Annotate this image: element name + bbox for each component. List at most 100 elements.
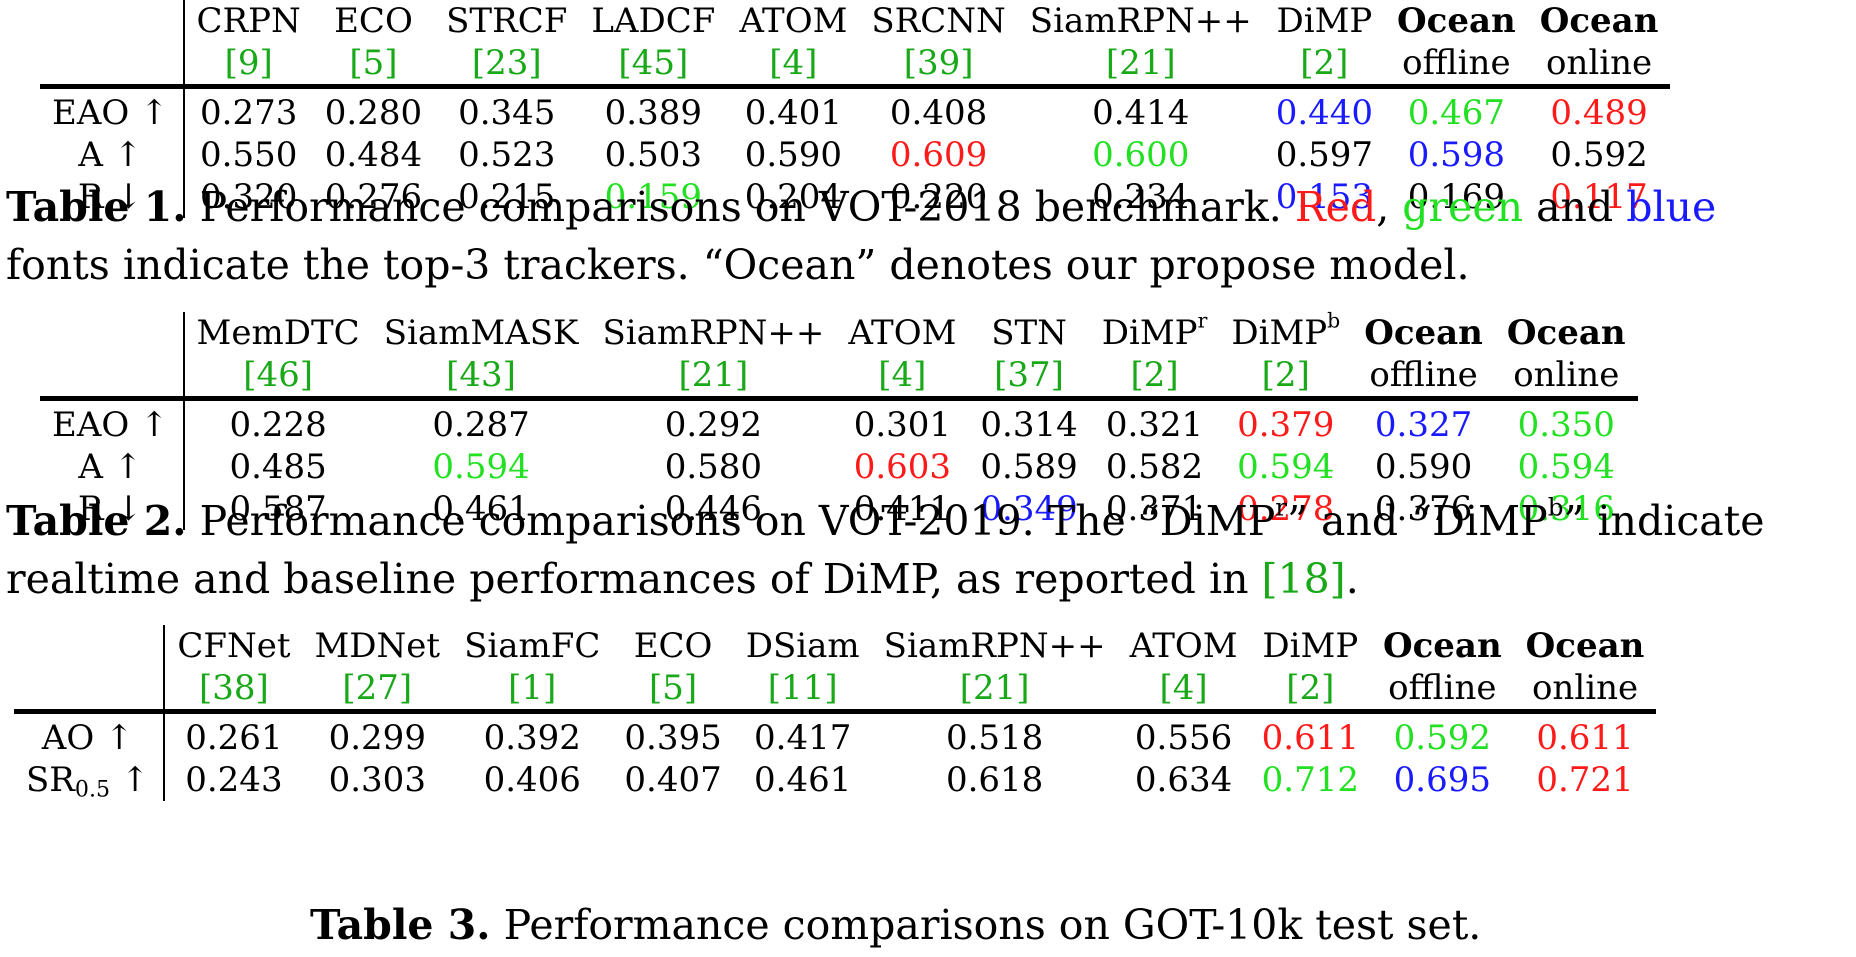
- value-cell: 0.417: [733, 709, 872, 759]
- column-citation[interactable]: [2]: [1286, 668, 1335, 708]
- value-cell: 0.292: [590, 396, 837, 446]
- row-label: SR0.5 ↑: [14, 759, 166, 801]
- corner-cell: [40, 42, 185, 87]
- column-header: ATOM: [727, 0, 859, 42]
- table-row: EAO ↑ 0.273 0.280 0.345 0.389 0.401 0.408 0.414…: [40, 84, 1671, 134]
- column-citation[interactable]: [4]: [878, 355, 927, 395]
- column-name: MDNet: [314, 626, 441, 666]
- row-label: R ↓: [40, 176, 185, 218]
- table-2: MemDTC SiamMASK SiamRPN++ ATOM STN DiMPr DiMPb…: [40, 308, 1638, 530]
- column-citation[interactable]: [39]: [903, 43, 974, 83]
- value-cell: 0.395: [612, 709, 734, 759]
- column-name: Ocean: [1525, 626, 1645, 666]
- column-header: MDNet: [302, 625, 452, 667]
- column-header: DiMPr: [1090, 310, 1220, 354]
- column-header: SiamFC: [452, 625, 612, 667]
- column-name: DSiam: [745, 626, 860, 666]
- column-citation[interactable]: [27]: [342, 668, 413, 708]
- column-citation[interactable]: [2]: [1261, 355, 1310, 395]
- column-name: MemDTC: [196, 313, 360, 353]
- column-variant: offline: [1388, 668, 1497, 708]
- column-citation[interactable]: [5]: [349, 43, 398, 83]
- value-cell: 0.518: [871, 709, 1118, 759]
- value-cell: 0.556: [1117, 709, 1250, 759]
- value-cell: 0.278: [1237, 489, 1335, 529]
- value-cell: 0.582: [1105, 447, 1204, 487]
- value-cell: 0.712: [1261, 760, 1359, 800]
- value-cell: 0.371: [1105, 489, 1204, 529]
- column-name-sup: b: [1327, 308, 1341, 333]
- value-cell: 0.234: [1092, 177, 1190, 217]
- column-name: DiMP: [1101, 313, 1198, 353]
- value-cell: 0.590: [744, 135, 843, 175]
- column-citation[interactable]: [46]: [243, 355, 314, 395]
- row-label-arrow: ↑: [110, 760, 150, 800]
- column-citation[interactable]: [2]: [1130, 355, 1179, 395]
- caption-text: ” and “DiMP: [1287, 497, 1548, 545]
- column-citation[interactable]: [1]: [508, 668, 557, 708]
- column-variant: online: [1546, 43, 1653, 83]
- column-name: STN: [991, 313, 1067, 353]
- column-variant: online: [1513, 355, 1620, 395]
- value-cell: 0.580: [664, 447, 763, 487]
- column-header: Ocean: [1371, 625, 1514, 667]
- value-cell: 0.587: [229, 489, 327, 529]
- value-cell: 0.280: [312, 84, 435, 134]
- table-row: AO ↑ 0.261 0.299 0.392 0.395 0.417 0.518 0.556 0…: [14, 709, 1657, 759]
- column-citation[interactable]: [38]: [199, 668, 269, 708]
- value-cell: 0.276: [324, 177, 423, 217]
- caption-red-word: Red: [1294, 183, 1377, 231]
- column-header: CFNet: [164, 625, 302, 667]
- row-label-text: A ↑: [78, 447, 143, 487]
- column-citation[interactable]: [21]: [1105, 43, 1176, 83]
- value-cell: 0.401: [727, 84, 860, 134]
- value-cell: 0.592: [1370, 709, 1514, 759]
- row-label: EAO ↑: [40, 84, 185, 134]
- value-cell: 0.204: [744, 177, 843, 217]
- column-citation[interactable]: [4]: [769, 43, 818, 83]
- column-citation[interactable]: [45]: [618, 43, 689, 83]
- column-citation[interactable]: [5]: [648, 668, 698, 708]
- value-cell: 0.611: [1249, 709, 1371, 759]
- value-cell: 0.600: [1092, 135, 1190, 175]
- column-citation[interactable]: [43]: [446, 355, 516, 395]
- value-cell: 0.301: [836, 396, 969, 446]
- column-header: CRPN: [184, 0, 313, 42]
- value-cell: 0.603: [853, 447, 952, 487]
- column-name: Ocean: [1397, 1, 1516, 41]
- corner-cell: [40, 354, 185, 399]
- value-cell: 0.261: [164, 709, 303, 759]
- column-citation[interactable]: [37]: [994, 355, 1064, 395]
- column-citation[interactable]: [2]: [1300, 43, 1349, 83]
- value-cell: 0.592: [1550, 135, 1648, 175]
- value-cell: 0.594: [432, 447, 530, 487]
- column-citation[interactable]: [11]: [767, 668, 838, 708]
- caption-label: Table 3.: [310, 901, 491, 949]
- value-cell: 0.376: [1374, 489, 1473, 529]
- column-header: SiamRPN++: [872, 625, 1118, 667]
- caption-text: Performance comparisons on VOT-2019. The…: [186, 497, 1276, 545]
- column-citation[interactable]: [9]: [224, 43, 273, 83]
- column-name: DiMP: [1231, 313, 1328, 353]
- row-label-text: R ↓: [77, 177, 143, 217]
- column-citation[interactable]: [23]: [471, 43, 542, 83]
- value-cell: 0.273: [183, 84, 313, 134]
- value-cell: 0.406: [483, 760, 581, 800]
- column-variant: offline: [1402, 43, 1511, 83]
- value-cell: 0.303: [328, 760, 426, 800]
- column-citation[interactable]: [21]: [959, 668, 1030, 708]
- value-cell: 0.598: [1407, 135, 1506, 175]
- row-label-text: R ↓: [77, 489, 143, 529]
- value-cell: 0.153: [1275, 177, 1374, 217]
- caption-label: Table 1.: [6, 183, 187, 231]
- column-name: SiamMASK: [383, 313, 579, 353]
- value-cell: 0.484: [324, 135, 423, 175]
- column-citation[interactable]: [21]: [678, 355, 749, 395]
- caption-citation[interactable]: [18]: [1261, 555, 1346, 603]
- value-cell: 0.440: [1263, 84, 1386, 134]
- column-header: Ocean: [1528, 0, 1671, 42]
- column-header: LADCF: [579, 0, 727, 42]
- table-row: SR0.5 ↑ 0.243 0.303 0.406 0.407 0.461 0.618 0.6…: [14, 759, 1656, 801]
- column-citation[interactable]: [4]: [1159, 668, 1208, 708]
- table-1-caption: Table 1. Performance comparisons on VOT-…: [6, 178, 1716, 294]
